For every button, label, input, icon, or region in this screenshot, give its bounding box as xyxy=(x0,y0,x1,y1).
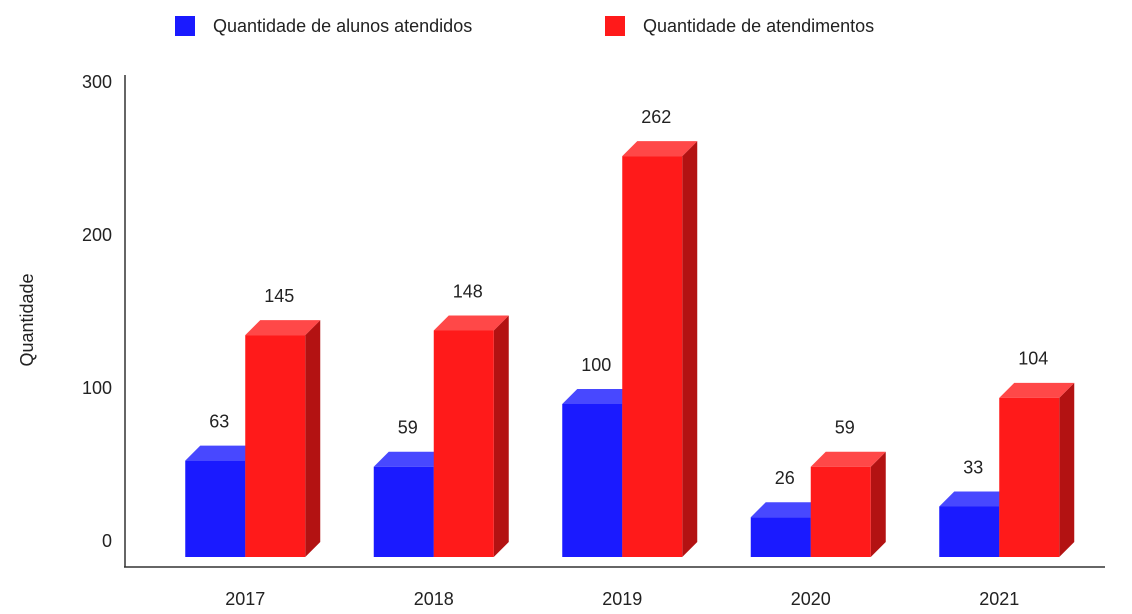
bar-top xyxy=(810,451,886,467)
y-tick-label: 0 xyxy=(102,531,112,551)
bar-side xyxy=(305,320,321,557)
bar-top xyxy=(433,315,509,331)
bar-front xyxy=(750,517,811,557)
bar-top xyxy=(185,445,261,461)
data-label: 26 xyxy=(775,468,795,488)
bar-top xyxy=(373,451,449,467)
y-tick-label: 300 xyxy=(82,72,112,92)
bar-side xyxy=(493,315,509,557)
legend-swatch xyxy=(175,16,195,36)
bar xyxy=(433,315,509,557)
bar-front xyxy=(562,404,623,557)
legend-label: Quantidade de atendimentos xyxy=(643,16,874,36)
bar-front xyxy=(810,466,871,557)
data-label: 33 xyxy=(963,457,983,477)
y-axis-label: Quantidade xyxy=(17,273,37,366)
bar-side xyxy=(682,141,698,557)
bar-front xyxy=(622,156,683,557)
bar-front xyxy=(245,335,306,557)
bar xyxy=(245,320,321,557)
y-tick-label: 100 xyxy=(82,378,112,398)
bar-top xyxy=(245,320,321,336)
data-label: 104 xyxy=(1018,349,1048,369)
bar xyxy=(810,451,886,557)
bar-side xyxy=(1059,382,1075,557)
legend-swatch xyxy=(605,16,625,36)
data-label: 262 xyxy=(641,107,671,127)
bar-top xyxy=(999,382,1075,398)
x-tick-label: 2020 xyxy=(791,589,831,609)
bar xyxy=(999,382,1075,557)
data-label: 148 xyxy=(453,281,483,301)
data-label: 145 xyxy=(264,286,294,306)
y-tick-label: 200 xyxy=(82,225,112,245)
bar-top xyxy=(622,141,698,157)
x-tick-label: 2021 xyxy=(979,589,1019,609)
bar-front xyxy=(433,330,494,557)
bar-side xyxy=(870,451,886,557)
legend-label: Quantidade de alunos atendidos xyxy=(213,16,472,36)
x-tick-label: 2017 xyxy=(225,589,265,609)
data-label: 59 xyxy=(835,417,855,437)
bar-front xyxy=(999,397,1060,557)
bar-top xyxy=(562,389,638,404)
bar-top xyxy=(750,502,826,518)
x-tick-label: 2018 xyxy=(414,589,454,609)
bar xyxy=(622,141,698,557)
bar-front xyxy=(185,460,246,557)
bar-front xyxy=(373,466,434,557)
data-label: 59 xyxy=(398,417,418,437)
data-label: 63 xyxy=(209,411,229,431)
bar-top xyxy=(939,491,1015,507)
bar-front xyxy=(939,506,1000,557)
x-tick-label: 2019 xyxy=(602,589,642,609)
data-label: 100 xyxy=(581,355,611,375)
